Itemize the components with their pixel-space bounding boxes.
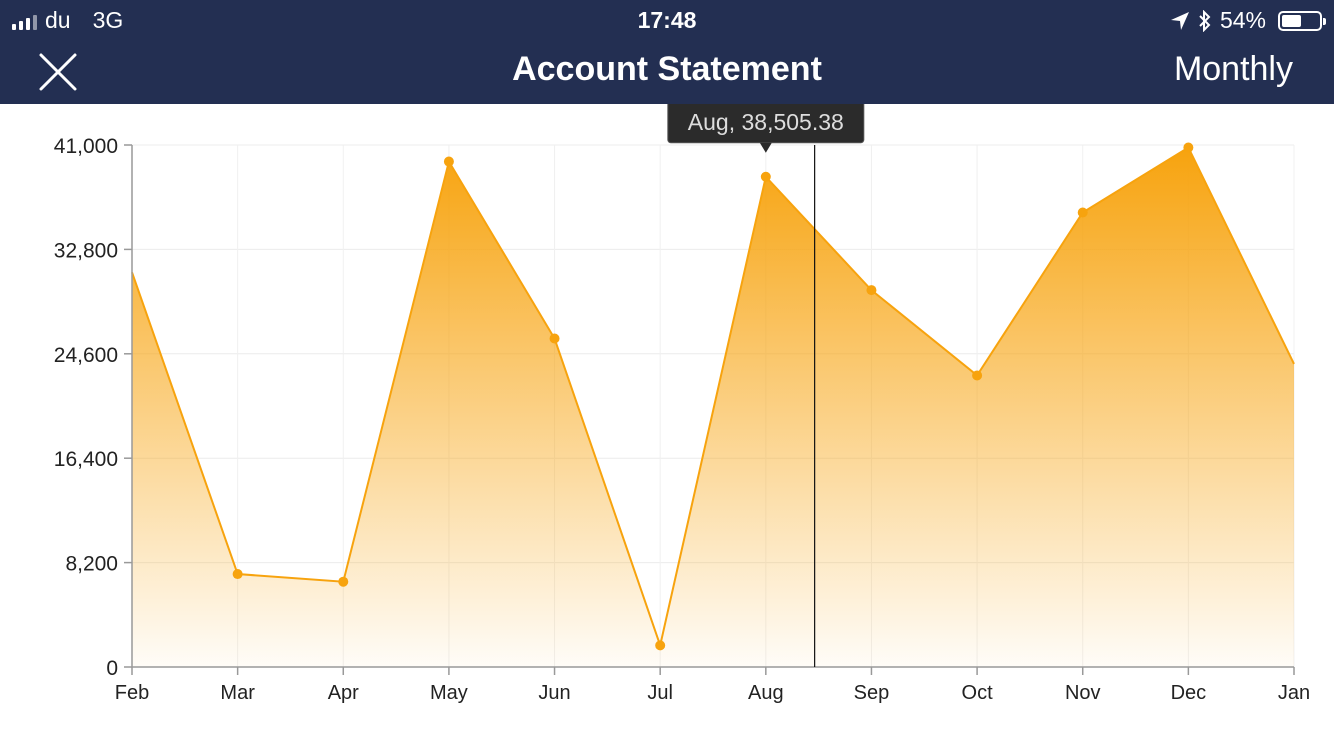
y-tick-label: 32,800 <box>54 239 118 262</box>
signal-strength-icon <box>12 12 37 30</box>
close-icon <box>39 53 77 91</box>
x-tick-label: Dec <box>1171 682 1207 704</box>
series-area <box>132 147 1294 668</box>
x-tick-label: Nov <box>1065 682 1101 704</box>
battery-fill <box>1282 14 1302 27</box>
location-arrow-icon <box>1170 11 1189 30</box>
data-point <box>1077 207 1088 218</box>
data-point <box>866 285 877 296</box>
data-point <box>549 333 560 344</box>
close-button[interactable] <box>36 50 80 94</box>
x-tick-label: Jan <box>1278 682 1310 704</box>
data-point <box>655 640 666 651</box>
status-bar: du 3G 17:48 54% <box>0 0 1334 40</box>
x-tick-label: Mar <box>220 682 255 704</box>
data-point <box>1183 142 1194 153</box>
data-point <box>232 569 243 580</box>
account-chart[interactable]: 0 8,200 16,400 24,600 32,800 41,000 Feb Mar Apr M… <box>0 100 1334 750</box>
data-point <box>443 156 454 167</box>
data-point <box>338 576 349 587</box>
x-tick-label: Jun <box>538 682 570 704</box>
x-tick-label: Apr <box>328 682 359 704</box>
y-tick-label: 0 <box>106 657 118 680</box>
carrier-name: du <box>45 7 71 33</box>
app-header: du 3G 17:48 54% Account Statement Monthl… <box>0 0 1334 104</box>
x-tick-label: Jul <box>647 682 673 704</box>
x-tick-label: May <box>430 682 468 704</box>
x-tick-label: Aug <box>748 682 784 704</box>
tooltip-text: Aug, 38,505.38 <box>688 109 844 135</box>
data-point <box>760 171 771 182</box>
x-tick-label: Sep <box>854 682 890 704</box>
y-tick-label: 8,200 <box>65 553 118 576</box>
tooltip-pointer <box>759 142 772 153</box>
y-tick-label: 16,400 <box>54 448 118 471</box>
status-right: 54% <box>1170 7 1326 34</box>
y-tick-label: 41,000 <box>54 135 118 158</box>
network-type: 3G <box>92 7 124 33</box>
battery-percent: 54% <box>1219 7 1266 33</box>
area-chart[interactable]: 0 8,200 16,400 24,600 32,800 41,000 Feb Mar Apr M… <box>0 100 1334 750</box>
x-tick-label: Oct <box>962 682 994 704</box>
bluetooth-icon <box>1199 9 1211 32</box>
series-line <box>131 146 1295 650</box>
data-point <box>972 370 983 381</box>
period-selector-button[interactable]: Monthly <box>1173 50 1293 88</box>
y-tick-label: 24,600 <box>54 344 118 367</box>
page-title: Account Statement <box>512 50 822 88</box>
navigation-bar: Account Statement Monthly <box>0 40 1334 104</box>
status-time: 17:48 <box>637 7 697 33</box>
status-left: du 3G <box>12 7 123 34</box>
battery-icon <box>1278 10 1326 31</box>
x-tick-label: Feb <box>115 682 149 704</box>
